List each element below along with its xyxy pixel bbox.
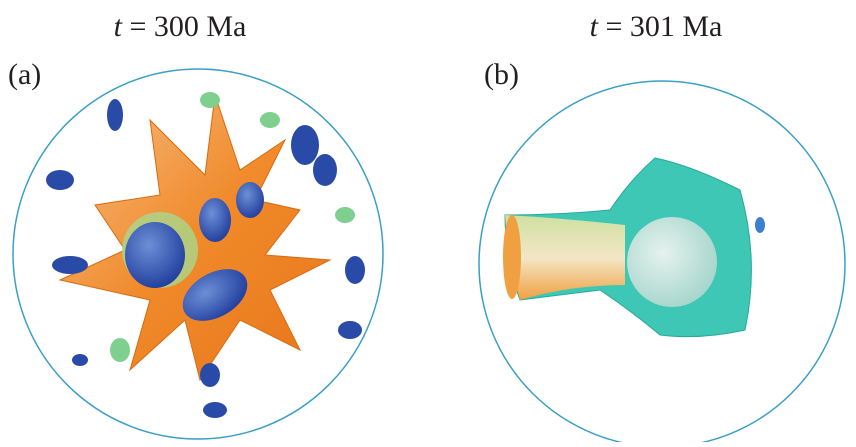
panel-title: t = 300 Ma bbox=[114, 10, 247, 43]
title-text: = 301 Ma bbox=[605, 10, 722, 43]
title-variable: t bbox=[590, 10, 599, 43]
panel-b: t = 301 Ma (b) bbox=[479, 10, 845, 442]
panel-label: (b) bbox=[484, 58, 519, 91]
rendering bbox=[46, 92, 365, 418]
figure: t = 300 Ma (a) t = 301 Ma bbox=[0, 0, 856, 442]
panel-label: (a) bbox=[8, 58, 41, 91]
panel-a: t = 300 Ma (a) bbox=[8, 10, 383, 439]
title-text: = 300 Ma bbox=[129, 10, 246, 43]
panel-title: t = 301 Ma bbox=[590, 10, 723, 43]
rendering bbox=[503, 158, 765, 337]
title-variable: t bbox=[114, 10, 123, 43]
